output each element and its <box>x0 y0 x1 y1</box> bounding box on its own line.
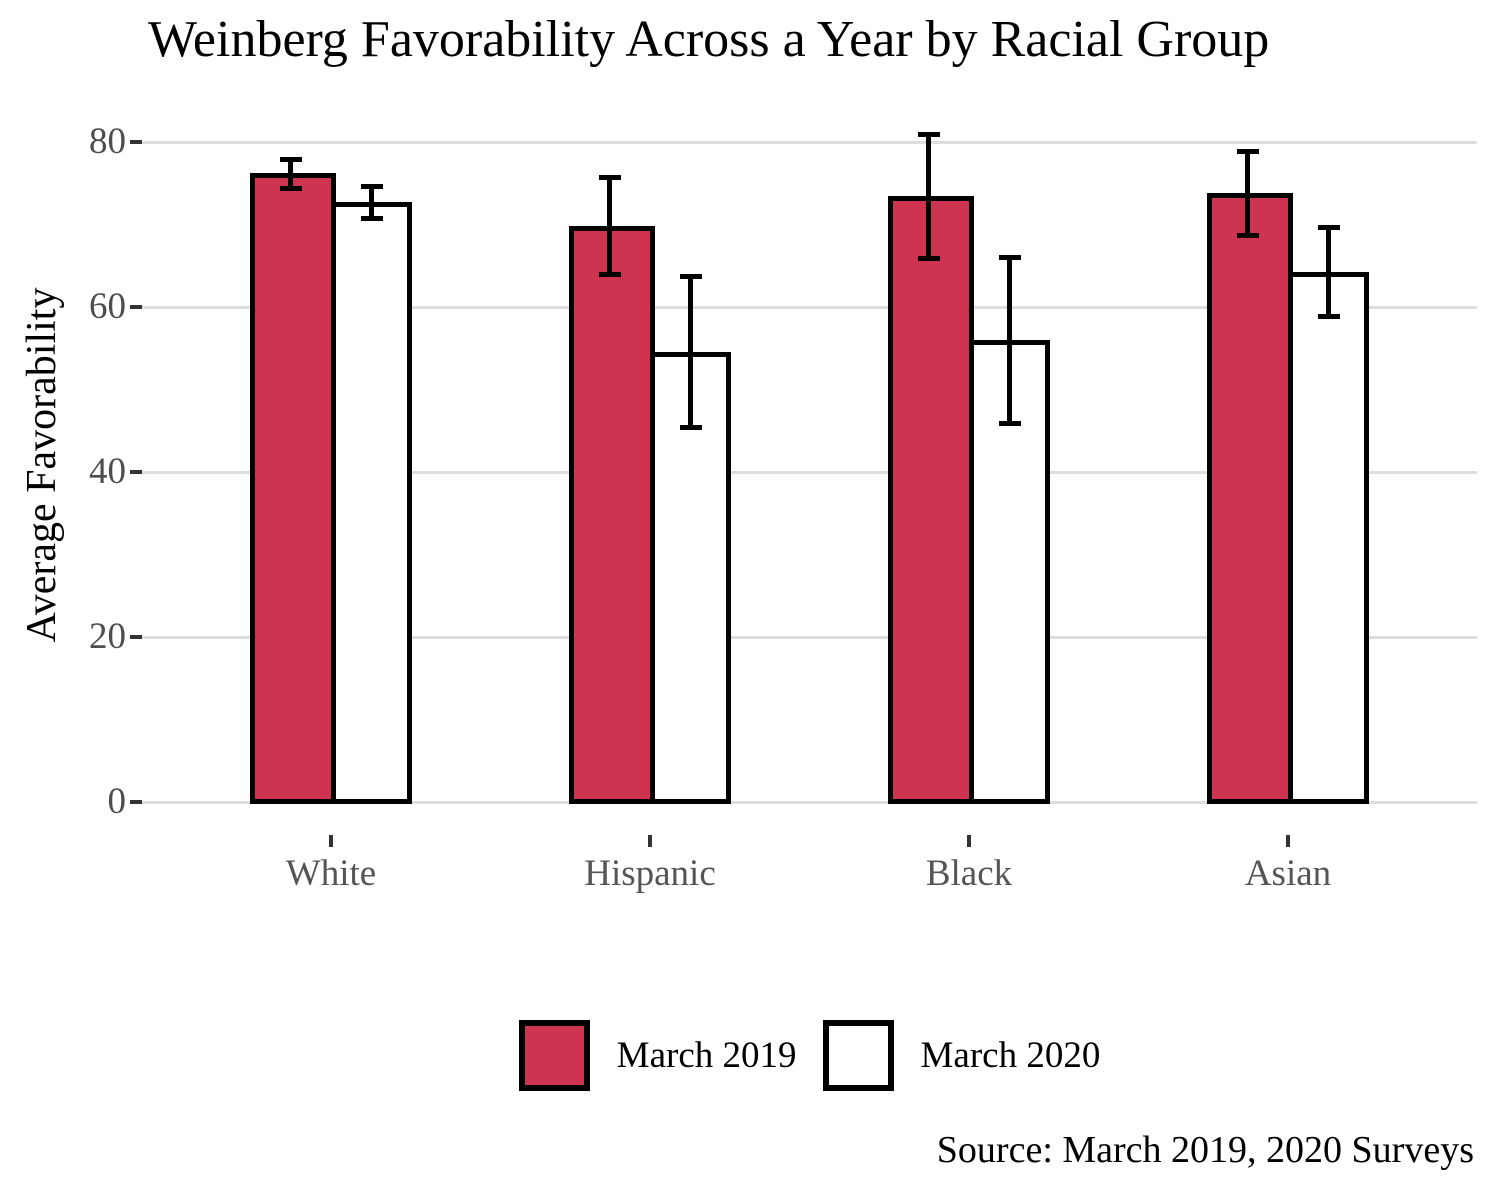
error-bar-march-2020-black-top-cap <box>998 255 1021 260</box>
error-bar-march-2019-black-bottom-cap <box>917 255 940 261</box>
x-tick-label-black: Black <box>925 853 1013 894</box>
chart-title: Weinberg Favorability Across a Year by R… <box>148 11 1270 68</box>
error-bar-march-2019-asian-bottom-cap <box>1236 232 1259 238</box>
error-bar-march-2019-hispanic-top-cap <box>598 174 621 180</box>
x-tick-mark-black <box>967 835 971 847</box>
error-bar-march-2020-asian-top-cap <box>1317 225 1340 231</box>
y-tick-mark-20 <box>130 635 142 639</box>
error-bar-march-2019-hispanic-bottom-cap <box>598 271 621 277</box>
x-tick-label-asian: Asian <box>1244 853 1332 894</box>
error-bar-march-2020-black <box>1007 257 1012 424</box>
y-tick-mark-80 <box>130 140 142 144</box>
y-tick-label-80: 80 <box>89 121 126 162</box>
x-tick-label-hispanic: Hispanic <box>584 853 716 894</box>
y-tick-mark-0 <box>130 800 142 804</box>
legend-item-march-2019: March 2019 <box>518 1020 797 1091</box>
error-bar-march-2020-white-bottom-cap <box>360 216 383 222</box>
error-bar-march-2019-black <box>926 134 931 259</box>
error-bar-march-2020-hispanic <box>688 276 693 428</box>
error-bar-march-2019-white-top-cap <box>279 156 302 162</box>
error-bar-march-2019-white <box>288 159 293 189</box>
gridline-20 <box>142 635 1477 639</box>
bar-march-2019-hispanic <box>569 226 655 804</box>
x-tick-mark-hispanic <box>648 835 652 847</box>
error-bar-march-2020-hispanic-top-cap <box>679 273 702 279</box>
error-bar-march-2019-white-bottom-cap <box>279 185 302 191</box>
error-bar-march-2020-black-bottom-cap <box>998 420 1021 426</box>
source-caption: Source: March 2019, 2020 Surveys <box>936 1129 1474 1171</box>
gridline-0 <box>142 800 1477 804</box>
x-tick-label-white: White <box>285 853 377 894</box>
error-bar-march-2019-asian <box>1245 151 1250 236</box>
error-bar-march-2019-black-top-cap <box>917 132 940 138</box>
legend-label-march-2019: March 2019 <box>616 1035 797 1076</box>
y-tick-mark-60 <box>130 305 142 309</box>
bar-march-2020-white <box>331 202 412 804</box>
bar-march-2020-asian <box>1288 272 1369 804</box>
y-tick-label-20: 20 <box>89 616 126 657</box>
y-tick-label-40: 40 <box>89 451 126 492</box>
legend-item-march-2020: March 2020 <box>822 1020 1101 1091</box>
bar-march-2019-asian <box>1207 193 1293 804</box>
bar-march-2019-white <box>250 173 336 804</box>
legend: March 2019 March 2020 <box>142 1020 1477 1091</box>
legend-swatch-march-2020 <box>822 1020 894 1091</box>
y-tick-mark-40 <box>130 470 142 474</box>
x-tick-mark-white <box>329 835 333 847</box>
error-bar-march-2020-hispanic-bottom-cap <box>679 424 702 430</box>
error-bar-march-2020-white-top-cap <box>360 184 383 190</box>
legend-swatch-march-2019 <box>518 1020 590 1091</box>
gridline-60 <box>142 305 1477 309</box>
gridline-40 <box>142 470 1477 474</box>
error-bar-march-2019-asian-top-cap <box>1236 149 1259 155</box>
y-tick-label-60: 60 <box>89 286 126 327</box>
plot-area <box>142 132 1477 804</box>
error-bar-march-2020-asian-bottom-cap <box>1317 314 1340 320</box>
y-tick-label-0: 0 <box>107 781 127 822</box>
x-tick-mark-asian <box>1286 835 1290 847</box>
error-bar-march-2020-asian <box>1326 227 1331 317</box>
legend-label-march-2020: March 2020 <box>920 1035 1101 1076</box>
gridline-80 <box>142 140 1477 144</box>
bar-march-2019-black <box>888 196 974 804</box>
error-bar-march-2019-hispanic <box>607 177 612 274</box>
error-bar-march-2020-white <box>369 186 374 219</box>
